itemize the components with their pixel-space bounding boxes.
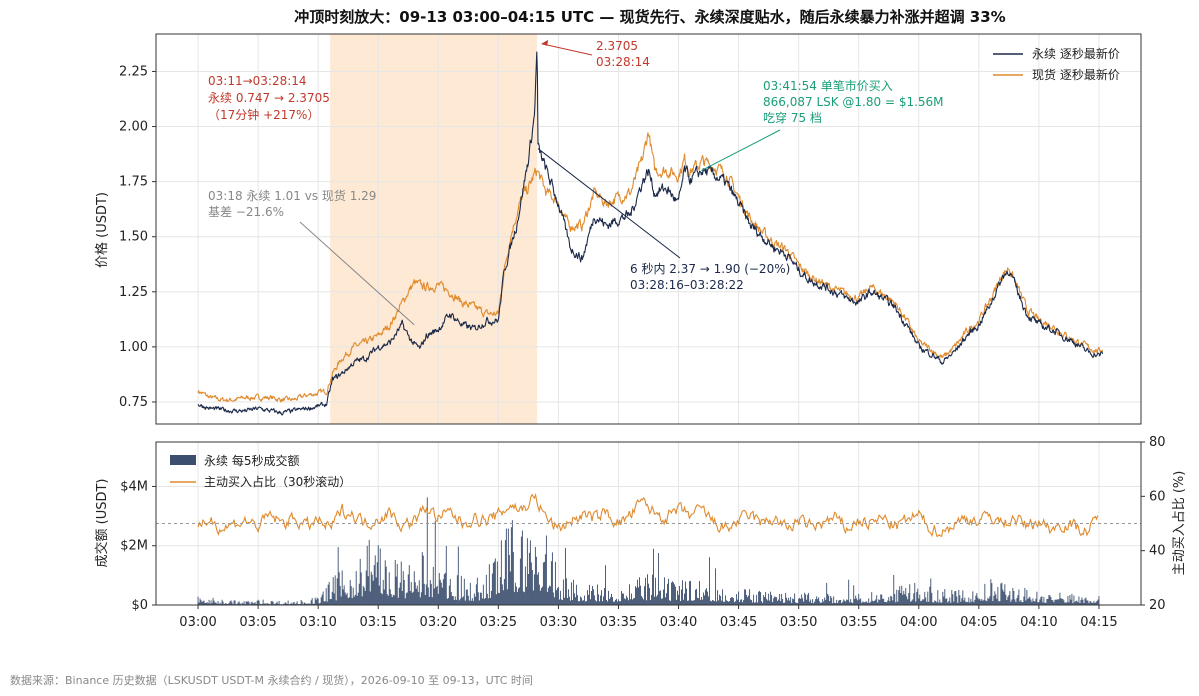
- buy-ratio-series: [197, 492, 1099, 538]
- price-grid: [156, 34, 1141, 424]
- time-x-tick-label: 03:15: [359, 615, 396, 630]
- volume-axes-frame: [155, 441, 1142, 606]
- legend-label: 现货 逐秒最新价: [1032, 67, 1120, 82]
- chart-title: 冲顶时刻放大：09-13 03:00–04:15 UTC — 现货先行、永续深度…: [294, 8, 1005, 26]
- price-y-ticks: 0.75 1.00 1.25 1.50 1.75 2.00 2.25: [119, 64, 156, 410]
- legend-label: 永续 逐秒最新价: [1032, 46, 1120, 61]
- chart-canvas: 冲顶时刻放大：09-13 03:00–04:15 UTC — 现货先行、永续深度…: [94, 8, 1187, 630]
- ratio-y-ticks: 20 40 60 80: [1141, 435, 1166, 613]
- price-y-tick-label: 2.00: [119, 120, 148, 135]
- time-x-tick-label: 04:10: [1020, 615, 1057, 630]
- peak-annotation: 2.3705 03:28:14: [596, 39, 650, 69]
- price-panel: 2.3705 03:28:14 03:11→03:28:14 永续 0.747 → 2…: [94, 33, 1142, 425]
- price-series: [197, 51, 1104, 416]
- time-x-tick-label: 03:20: [420, 615, 457, 630]
- price-y-tick-label: 0.75: [119, 395, 148, 410]
- crash-annotation: 6 秒内 2.37 → 1.90 (−20%) 03:28:16–03:28:22: [630, 262, 790, 292]
- time-x-tick-label: 03:00: [179, 615, 216, 630]
- basis-arrow: [299, 221, 415, 326]
- basis-annotation: 03:18 永续 1.01 vs 现货 1.29 基差 −21.6%: [208, 188, 376, 219]
- ratio-y-tick-label: 40: [1149, 544, 1166, 559]
- volume-bars-path: [197, 497, 1100, 605]
- volume-y-label: 成交额 (USDT): [94, 479, 110, 568]
- buy-ratio-line: [197, 492, 1099, 538]
- time-x-tick-label: 04:05: [960, 615, 997, 630]
- time-x-tick-label: 03:55: [840, 615, 877, 630]
- time-x-tick-label: 03:10: [299, 615, 336, 630]
- volume-bars: [197, 497, 1100, 605]
- time-x-tick-label: 04:15: [1080, 615, 1117, 630]
- price-y-tick-label: 1.50: [119, 230, 148, 245]
- volume-y-tick-label: $0: [131, 598, 148, 613]
- time-x-tick-label: 03:40: [660, 615, 697, 630]
- highlight-span: [330, 34, 538, 424]
- volume-y-tick-label: $2M: [120, 539, 148, 554]
- time-x-tick-label: 04:00: [900, 615, 937, 630]
- price-y-tick-label: 2.25: [119, 64, 148, 79]
- data-source-footer: 数据来源：Binance 历史数据（LSKUSDT USDT-M 永续合约 / …: [10, 674, 533, 687]
- volume-y-ticks: $0 $2M $4M: [120, 479, 156, 613]
- peak-arrow: [542, 43, 593, 56]
- time-x-tick-label: 03:45: [720, 615, 757, 630]
- price-y-tick-label: 1.75: [119, 175, 148, 190]
- ratio-y-label: 主动买入占比 (%): [1172, 471, 1187, 576]
- price-y-label: 价格 (USDT): [94, 192, 110, 268]
- ratio-y-tick-label: 60: [1149, 489, 1166, 504]
- price-y-tick-label: 1.25: [119, 285, 148, 300]
- legend-label: 永续 每5秒成交额: [204, 453, 299, 468]
- peak-arrowhead: [541, 39, 549, 46]
- time-x-tick-label: 03:35: [600, 615, 637, 630]
- price-y-tick-label: 1.00: [119, 340, 148, 355]
- time-x-ticks: 03:00 03:05 03:10 03:15 03:20 03:25 03:30 03:35…: [179, 605, 1118, 630]
- price-annotations: 2.3705 03:28:14 03:11→03:28:14 永续 0.747 → 2…: [208, 39, 944, 326]
- price-series-line: [197, 51, 1104, 416]
- surge-annotation: 03:11→03:28:14 永续 0.747 → 2.3705 （17分钟 +21…: [208, 74, 330, 122]
- whale-buy-arrow: [701, 129, 781, 172]
- ratio-y-tick-label: 80: [1149, 435, 1166, 450]
- price-axes-frame: [155, 33, 1142, 425]
- price-series-line: [197, 132, 1104, 403]
- legend-swatch: [170, 455, 196, 465]
- time-x-tick-label: 03:05: [239, 615, 276, 630]
- time-x-tick-label: 03:50: [780, 615, 817, 630]
- legend-label: 主动买入占比（30秒滚动）: [204, 474, 351, 489]
- volume-y-tick-label: $4M: [120, 479, 148, 494]
- time-x-tick-label: 03:30: [540, 615, 577, 630]
- time-x-tick-label: 03:25: [480, 615, 517, 630]
- crash-arrow: [537, 148, 681, 259]
- whale-buy-annotation: 03:41:54 单笔市价买入 866,087 LSK @1.80 = $1.56…: [763, 78, 944, 125]
- ratio-y-tick-label: 20: [1149, 598, 1166, 613]
